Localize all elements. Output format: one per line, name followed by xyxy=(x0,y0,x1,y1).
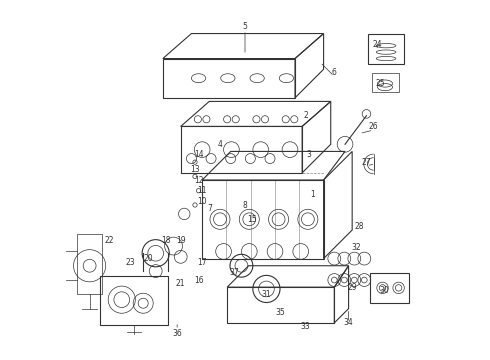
Text: 26: 26 xyxy=(369,122,378,131)
Text: 12: 12 xyxy=(194,176,203,185)
Bar xyxy=(372,73,398,93)
Bar xyxy=(100,276,168,325)
Text: 36: 36 xyxy=(172,329,182,338)
Text: 27: 27 xyxy=(362,158,371,167)
Text: 18: 18 xyxy=(162,236,171,245)
Text: 13: 13 xyxy=(190,165,200,174)
Text: 14: 14 xyxy=(194,150,203,159)
Text: 7: 7 xyxy=(207,204,212,213)
Text: 6: 6 xyxy=(332,68,337,77)
Text: 33: 33 xyxy=(301,322,311,331)
Text: 28: 28 xyxy=(355,222,364,231)
Bar xyxy=(370,273,409,303)
Text: 21: 21 xyxy=(176,279,185,288)
Text: 4: 4 xyxy=(218,140,222,149)
Text: 2: 2 xyxy=(303,111,308,120)
Text: 34: 34 xyxy=(343,318,353,327)
Text: 5: 5 xyxy=(243,22,247,31)
Text: 16: 16 xyxy=(194,275,203,284)
Text: 22: 22 xyxy=(104,236,114,245)
Text: 32: 32 xyxy=(351,243,361,252)
Text: 8: 8 xyxy=(243,201,247,210)
Text: 30: 30 xyxy=(379,286,389,295)
Text: 20: 20 xyxy=(144,254,153,263)
Text: 3: 3 xyxy=(307,150,312,159)
Text: 24: 24 xyxy=(372,40,382,49)
Text: 29: 29 xyxy=(347,283,357,292)
Text: 35: 35 xyxy=(276,308,286,317)
Text: 15: 15 xyxy=(247,215,257,224)
Text: 17: 17 xyxy=(197,258,207,267)
Text: 31: 31 xyxy=(262,290,271,299)
Bar xyxy=(368,33,404,64)
Text: 25: 25 xyxy=(376,79,386,88)
Text: 19: 19 xyxy=(176,236,186,245)
Text: 37: 37 xyxy=(229,268,239,277)
Text: 10: 10 xyxy=(197,197,207,206)
Text: 1: 1 xyxy=(311,190,315,199)
Text: 11: 11 xyxy=(197,186,207,195)
Text: 23: 23 xyxy=(126,258,136,267)
